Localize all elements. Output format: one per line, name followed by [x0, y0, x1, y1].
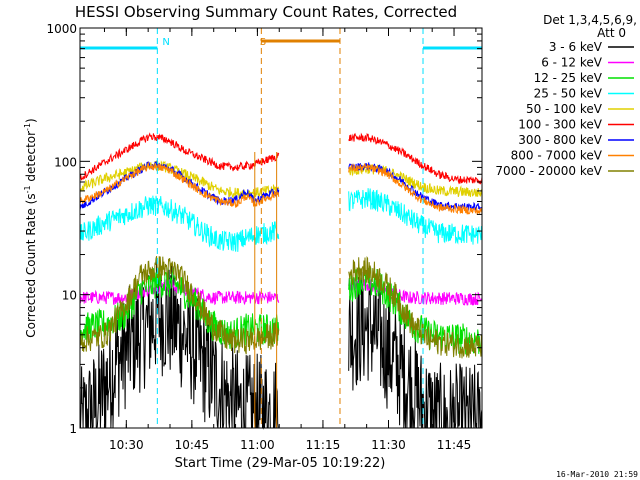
y-tick-label-1: 1	[69, 422, 77, 436]
legend-label-9: 7000 - 20000 keV	[495, 164, 602, 178]
series-line-6-segment-1	[79, 132, 280, 181]
y-tick-label-2: 10	[62, 289, 77, 303]
series-line-9-segment-1	[79, 255, 280, 355]
legend-label-5: 50 - 100 keV	[526, 102, 603, 116]
x-tick-label-4: 11:15	[306, 438, 341, 452]
legend: Det 1,3,4,5,6,9, Att 0 3 - 6 keV 6 - 12 k…	[495, 13, 637, 178]
series-line-4-segment-2	[348, 188, 482, 245]
y-label-end: )	[24, 118, 38, 123]
footer-timestamp: 16-Mar-2010 21:59	[556, 470, 638, 479]
y-axis-label: Corrected Count Rate (s-1 detector-1)	[23, 118, 38, 337]
series-line-4-segment-1	[79, 195, 280, 252]
x-tick-label-2: 10:45	[175, 438, 210, 452]
y-label-sup-2: -1	[23, 123, 32, 131]
series-line-7-segment-1	[79, 160, 280, 212]
series-line-8-segment-1	[79, 161, 280, 208]
y-label-mid: detector	[24, 131, 38, 186]
legend-label-2: 6 - 12 keV	[541, 56, 603, 70]
legend-label-3: 12 - 25 keV	[534, 71, 603, 85]
series-line-8-segment-2	[348, 163, 483, 216]
legend-label-8: 800 - 7000 keV	[511, 149, 603, 163]
y-tick-label-4: 1000	[46, 22, 77, 36]
event-marker-s: S	[260, 37, 266, 48]
series-layer	[79, 132, 483, 430]
legend-label-1: 3 - 6 keV	[549, 40, 603, 54]
x-tick-label-1: 10:30	[109, 438, 144, 452]
legend-label-4: 25 - 50 keV	[534, 87, 603, 101]
y-label-sup-1: -1	[23, 185, 32, 193]
legend-label-6: 100 - 300 keV	[518, 118, 602, 132]
legend-header-detectors: Det 1,3,4,5,6,9,	[543, 13, 637, 27]
plot-frame	[79, 27, 483, 429]
axis-layer: 10:30 10:45 11:00 11:15 11:30 11:45 1 10 100 1000	[46, 22, 482, 452]
series-line-9-segment-2	[348, 255, 483, 359]
legend-header-attenuator: Att 0	[597, 26, 626, 40]
x-tick-label-3: 11:00	[240, 438, 275, 452]
event-marker-n: N	[162, 37, 169, 48]
series-line-6-segment-2	[348, 132, 483, 185]
legend-label-7: 300 - 800 keV	[518, 133, 602, 147]
x-tick-label-5: 11:30	[371, 438, 406, 452]
y-tick-label-3: 100	[54, 155, 77, 169]
y-label-main: Corrected Count Rate (s	[24, 193, 38, 337]
x-axis-label: Start Time (29-Mar-05 10:19:22)	[175, 456, 386, 471]
x-tick-label-6: 11:45	[437, 438, 472, 452]
chart-title: HESSI Observing Summary Count Rates, Cor…	[75, 3, 457, 21]
